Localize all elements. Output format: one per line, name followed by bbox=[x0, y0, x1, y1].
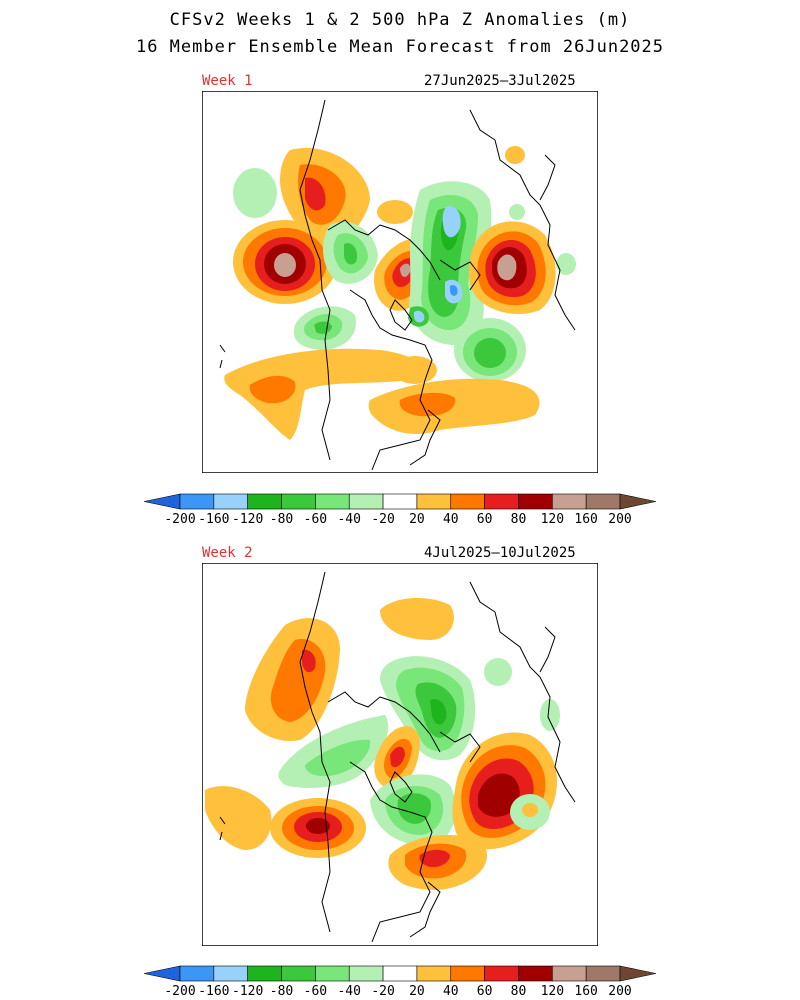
anomaly-positive-northwest bbox=[280, 148, 370, 246]
colorbar-tick-label: 160 bbox=[574, 512, 597, 527]
colorbar-tick-label: 40 bbox=[443, 512, 459, 527]
colorbar-tick-label: -60 bbox=[304, 984, 327, 999]
colorbar-swatch bbox=[247, 493, 282, 510]
anomaly-positive-northwest bbox=[245, 618, 340, 741]
colorbar-swatch bbox=[315, 493, 350, 510]
anomaly-negative-central bbox=[323, 221, 378, 284]
colorbar-week1-ticks: -200 -160 -120 -80 -60 -40 -20 20 40 60 80 120 160 20… bbox=[164, 512, 631, 527]
coastlines bbox=[219, 99, 576, 471]
anomaly-positive-southwest bbox=[224, 348, 420, 440]
colorbar-left-triangle bbox=[143, 965, 181, 982]
colorbar-tick-label: 200 bbox=[608, 984, 631, 999]
colorbar-swatch bbox=[382, 493, 418, 510]
coastlines bbox=[219, 571, 576, 943]
anomaly-positive-north bbox=[380, 598, 454, 640]
colorbar-swatch bbox=[247, 965, 282, 982]
colorbar-week2: -200 -160 -120 -80 -60 -40 -20 20 40 60 80 120 160 20… bbox=[143, 965, 657, 999]
colorbar-swatch bbox=[213, 965, 248, 982]
figure-title: CFSv2 Weeks 1 & 2 500 hPa Z Anomalies (m… bbox=[169, 10, 631, 30]
colorbar-tick-label: -200 bbox=[164, 512, 195, 527]
colorbar-swatch bbox=[281, 965, 316, 982]
colorbar-tick-label: 20 bbox=[409, 984, 425, 999]
colorbar-tick-label: 60 bbox=[477, 984, 493, 999]
colorbar-week2-swatches bbox=[143, 965, 657, 982]
colorbar-swatch bbox=[552, 965, 587, 982]
colorbar-swatch bbox=[450, 493, 485, 510]
colorbar-swatch bbox=[585, 493, 621, 510]
anomaly-negative-nw bbox=[233, 168, 277, 218]
colorbar-swatch bbox=[552, 493, 587, 510]
colorbar-right-triangle bbox=[619, 493, 657, 510]
anomaly-positive-south bbox=[368, 378, 540, 435]
colorbar-tick-label: -60 bbox=[304, 512, 327, 527]
colorbar-tick-label: -80 bbox=[270, 984, 293, 999]
colorbar-swatch bbox=[518, 493, 553, 510]
anomaly-negative-pole bbox=[408, 181, 492, 345]
week2-anomaly-map bbox=[202, 563, 598, 946]
colorbar-swatch bbox=[484, 965, 519, 982]
colorbar-tick-label: 60 bbox=[477, 512, 493, 527]
colorbar-tick-label: 160 bbox=[574, 984, 597, 999]
anomaly-positive-central bbox=[374, 726, 420, 790]
colorbar-swatch bbox=[281, 493, 316, 510]
colorbar-week1: -200 -160 -120 -80 -60 -40 -20 20 40 60 80 120 160 20… bbox=[143, 493, 657, 527]
colorbar-tick-label: -20 bbox=[371, 512, 394, 527]
colorbar-tick-label: 120 bbox=[541, 984, 564, 999]
colorbar-swatch bbox=[179, 493, 215, 510]
colorbar-swatch bbox=[416, 493, 452, 510]
colorbar-swatch bbox=[348, 965, 384, 982]
colorbar-tick-label: -120 bbox=[232, 984, 263, 999]
colorbar-tick-label: -160 bbox=[198, 984, 229, 999]
panel2-week-label: Week 2 bbox=[202, 545, 253, 561]
colorbar-swatch bbox=[382, 965, 418, 982]
colorbar-swatch bbox=[179, 965, 215, 982]
colorbar-swatch bbox=[416, 965, 452, 982]
colorbar-tick-label: -80 bbox=[270, 512, 293, 527]
anomaly-positive-east bbox=[468, 221, 556, 315]
anomaly-negative-central bbox=[380, 656, 476, 761]
colorbar-right-triangle bbox=[619, 965, 657, 982]
colorbar-week1-swatches bbox=[143, 493, 657, 510]
colorbar-swatch bbox=[484, 493, 519, 510]
colorbar-swatch bbox=[213, 493, 248, 510]
colorbar-swatch bbox=[585, 965, 621, 982]
colorbar-swatch bbox=[450, 965, 485, 982]
colorbar-swatch bbox=[315, 965, 350, 982]
panel1-week-label: Week 1 bbox=[202, 73, 253, 89]
anomaly-positive-west bbox=[233, 220, 337, 304]
anomaly-positive-southwest bbox=[270, 798, 366, 858]
colorbar-swatch bbox=[518, 965, 553, 982]
colorbar-tick-label: 120 bbox=[541, 512, 564, 527]
colorbar-tick-label: -20 bbox=[371, 984, 394, 999]
colorbar-tick-label: 20 bbox=[409, 512, 425, 527]
figure-subtitle: 16 Member Ensemble Mean Forecast from 26… bbox=[135, 37, 665, 57]
anomaly-negative-west bbox=[293, 306, 356, 350]
colorbar-tick-label: -160 bbox=[198, 512, 229, 527]
colorbar-tick-label: -40 bbox=[337, 512, 360, 527]
colorbar-tick-label: 40 bbox=[443, 984, 459, 999]
colorbar-left-triangle bbox=[143, 493, 181, 510]
colorbar-tick-label: -120 bbox=[232, 512, 263, 527]
colorbar-tick-label: -200 bbox=[164, 984, 195, 999]
panel2-date-range: 4Jul2025–10Jul2025 bbox=[424, 545, 576, 561]
colorbar-week2-ticks: -200 -160 -120 -80 -60 -40 -20 20 40 60 80 120 160 20… bbox=[164, 984, 631, 999]
anomaly-negative-east bbox=[454, 318, 526, 382]
colorbar-tick-label: 80 bbox=[511, 512, 527, 527]
colorbar-tick-label: -40 bbox=[337, 984, 360, 999]
panel1-date-range: 27Jun2025–3Jul2025 bbox=[424, 73, 576, 89]
colorbar-tick-label: 200 bbox=[608, 512, 631, 527]
week1-anomaly-map bbox=[202, 91, 598, 473]
colorbar-swatch bbox=[348, 493, 384, 510]
colorbar-tick-label: 80 bbox=[511, 984, 527, 999]
